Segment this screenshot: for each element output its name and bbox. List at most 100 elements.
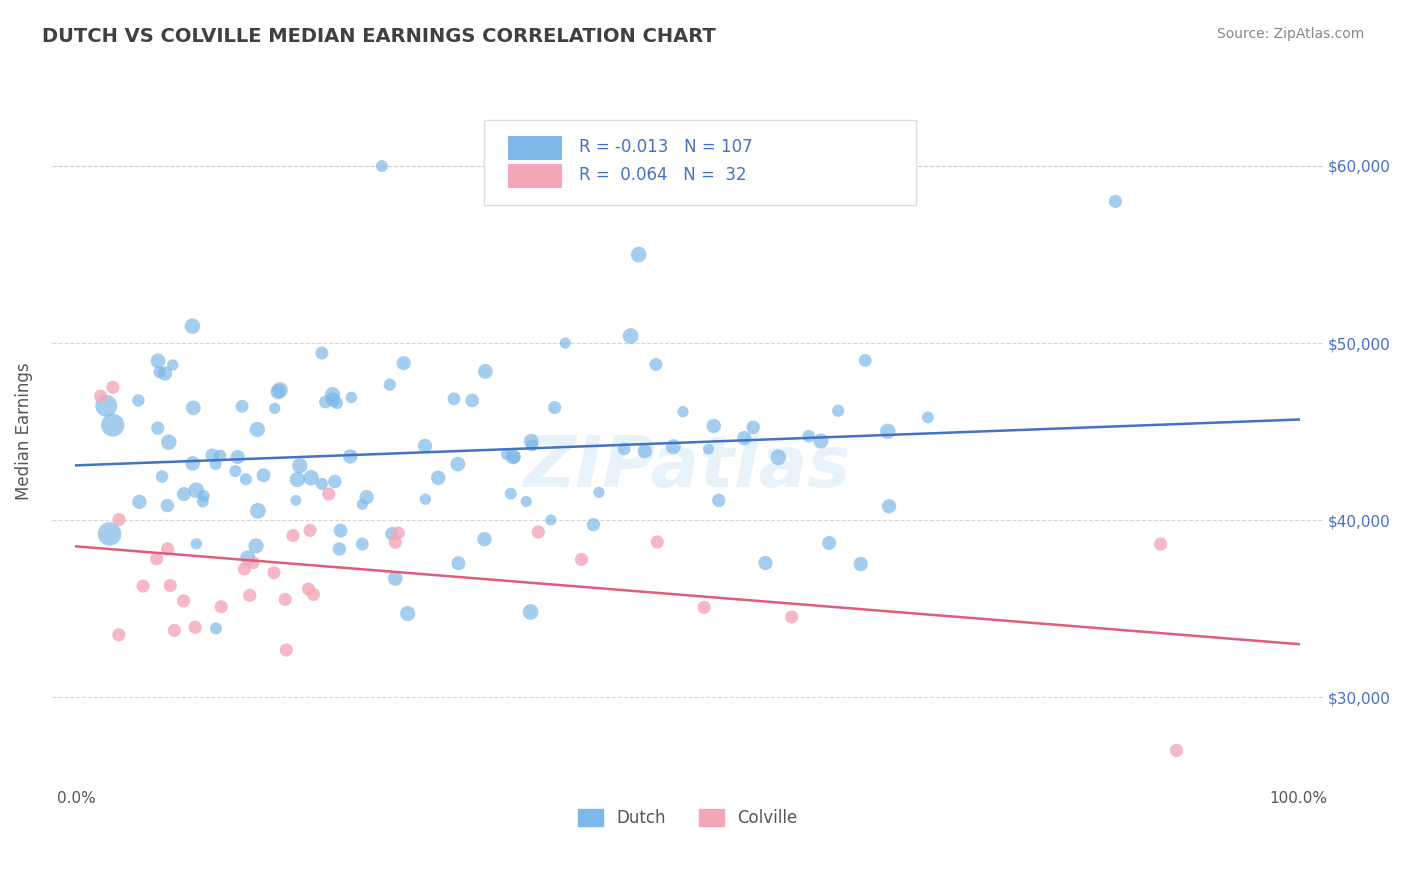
Point <box>328 541 350 556</box>
Point <box>108 512 131 526</box>
Point <box>1149 537 1171 551</box>
Point <box>302 587 325 601</box>
Point <box>181 457 204 471</box>
Point <box>153 367 176 381</box>
Point <box>502 450 524 464</box>
Point <box>252 468 274 483</box>
Point <box>543 401 565 415</box>
Point <box>1166 743 1188 757</box>
Point <box>298 524 321 538</box>
Point <box>181 319 204 334</box>
Point <box>474 532 496 546</box>
Point <box>620 329 643 343</box>
Point <box>1104 194 1126 209</box>
Point <box>276 643 298 657</box>
Point <box>193 489 215 503</box>
Point <box>314 395 336 409</box>
Point <box>474 364 496 378</box>
Point <box>515 494 537 508</box>
Point <box>150 469 173 483</box>
Point <box>329 524 352 538</box>
Point <box>356 490 378 504</box>
Point <box>145 551 167 566</box>
Point <box>287 472 309 486</box>
Point <box>269 383 291 397</box>
Point <box>326 396 349 410</box>
Point <box>520 434 543 449</box>
Point <box>323 475 346 489</box>
Point <box>209 599 232 614</box>
Point <box>281 528 304 542</box>
Point <box>645 535 668 549</box>
Point <box>128 495 150 509</box>
Point <box>582 517 605 532</box>
Point <box>461 393 484 408</box>
Point <box>186 483 208 498</box>
Point <box>246 504 269 518</box>
Point <box>322 387 344 401</box>
Point <box>226 450 249 464</box>
Point <box>311 477 333 491</box>
Point <box>340 391 363 405</box>
Point <box>299 471 322 485</box>
Point <box>522 438 544 452</box>
Point <box>613 442 636 456</box>
Point <box>780 610 803 624</box>
Text: R =  0.064   N =  32: R = 0.064 N = 32 <box>579 166 747 184</box>
Point <box>204 457 226 471</box>
Point <box>797 429 820 443</box>
Legend: Dutch, Colville: Dutch, Colville <box>571 803 804 834</box>
Point <box>415 492 437 507</box>
FancyBboxPatch shape <box>508 136 561 160</box>
Point <box>672 405 695 419</box>
Point <box>876 425 898 439</box>
Point <box>239 588 262 602</box>
Point <box>413 439 436 453</box>
Point <box>162 358 184 372</box>
Point <box>127 393 149 408</box>
Point <box>392 356 415 370</box>
Point <box>662 440 685 454</box>
Point <box>148 365 170 379</box>
Point <box>101 380 124 394</box>
Point <box>233 562 256 576</box>
Point <box>827 403 849 417</box>
Point <box>267 384 290 399</box>
Point <box>339 450 361 464</box>
Point <box>384 572 406 586</box>
Point <box>205 621 228 635</box>
Point <box>186 537 208 551</box>
Point <box>246 422 269 436</box>
Point <box>499 486 522 500</box>
Point <box>274 592 297 607</box>
Point <box>540 513 562 527</box>
Point <box>917 410 939 425</box>
Point <box>733 431 755 445</box>
Point <box>173 594 195 608</box>
Point <box>693 600 716 615</box>
Point <box>146 354 169 368</box>
Point <box>224 464 246 478</box>
Point <box>101 418 124 433</box>
Point <box>311 346 333 360</box>
Point <box>322 392 344 407</box>
Point <box>627 247 650 261</box>
Point <box>527 524 550 539</box>
Point <box>554 336 576 351</box>
Point <box>381 526 404 541</box>
Point <box>588 485 610 500</box>
Point <box>173 487 195 501</box>
Point <box>443 392 465 406</box>
Point <box>697 442 720 456</box>
Point <box>768 450 790 465</box>
Point <box>707 493 730 508</box>
Point <box>201 448 224 462</box>
Point <box>742 420 765 434</box>
Point <box>810 434 832 448</box>
Point <box>159 578 181 592</box>
Point <box>297 582 319 597</box>
FancyBboxPatch shape <box>508 164 561 188</box>
Point <box>263 566 285 580</box>
Point <box>132 579 155 593</box>
Point <box>263 401 285 416</box>
